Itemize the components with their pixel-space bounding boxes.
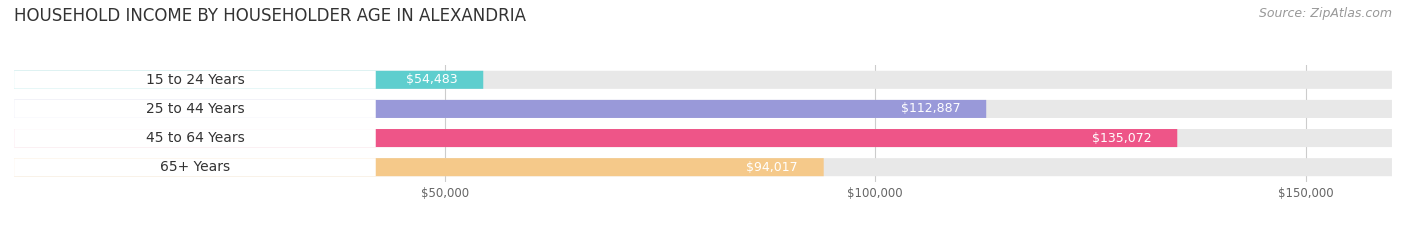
Text: $54,483: $54,483 [406, 73, 457, 86]
FancyBboxPatch shape [14, 100, 986, 118]
FancyBboxPatch shape [14, 158, 375, 176]
Text: 45 to 64 Years: 45 to 64 Years [146, 131, 245, 145]
Text: $112,887: $112,887 [901, 103, 960, 115]
Text: Source: ZipAtlas.com: Source: ZipAtlas.com [1258, 7, 1392, 20]
FancyBboxPatch shape [14, 158, 1392, 176]
FancyBboxPatch shape [14, 100, 375, 118]
Text: 65+ Years: 65+ Years [160, 160, 231, 174]
Text: $135,072: $135,072 [1092, 132, 1152, 144]
Text: 15 to 24 Years: 15 to 24 Years [146, 73, 245, 87]
FancyBboxPatch shape [14, 129, 1177, 147]
FancyBboxPatch shape [14, 129, 1392, 147]
FancyBboxPatch shape [14, 71, 1392, 89]
Text: 25 to 44 Years: 25 to 44 Years [146, 102, 245, 116]
Text: $94,017: $94,017 [747, 161, 797, 174]
FancyBboxPatch shape [14, 71, 375, 89]
FancyBboxPatch shape [14, 158, 824, 176]
FancyBboxPatch shape [14, 100, 1392, 118]
FancyBboxPatch shape [14, 129, 375, 147]
Text: HOUSEHOLD INCOME BY HOUSEHOLDER AGE IN ALEXANDRIA: HOUSEHOLD INCOME BY HOUSEHOLDER AGE IN A… [14, 7, 526, 25]
FancyBboxPatch shape [14, 71, 484, 89]
